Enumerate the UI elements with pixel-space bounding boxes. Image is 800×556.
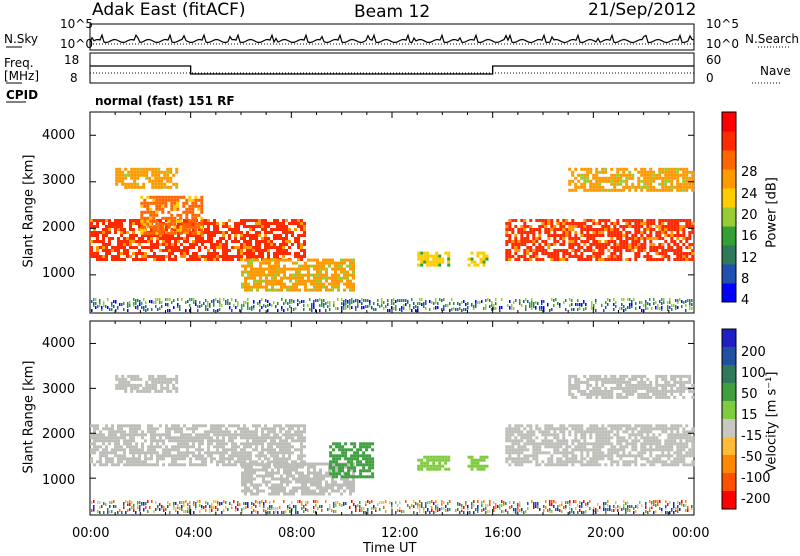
vel-ytick-4000: 4000 (42, 337, 75, 350)
xtick-0000: 00:00 (72, 527, 109, 540)
velocity-colorbar-segment (722, 419, 736, 438)
cpid-text: normal (fast) 151 RF (95, 95, 235, 107)
nsky-tick-bottom-left: 10^0 (60, 38, 93, 50)
vel-cb-tick-100: 100 (741, 367, 766, 380)
velocity-colorbar-segment (722, 473, 736, 492)
xtick-2400: 00:00 (672, 527, 709, 540)
freq-label: Freq. (4, 57, 34, 69)
power-colorbar-segment (722, 226, 736, 246)
date-label: 21/Sep/2012 (588, 2, 696, 19)
power-colorbar-segment (722, 283, 736, 303)
power-cb-tick-28: 28 (741, 166, 758, 179)
velocity-ylabel: Slant Range [km] (23, 364, 36, 474)
xtick-1200: 12:00 (381, 527, 418, 540)
nave-tick-0: 0 (706, 72, 714, 84)
power-cb-tick-16: 16 (741, 230, 758, 243)
power-cb-tick-20: 20 (741, 209, 758, 222)
vel-cb-tick-neg200: -200 (741, 493, 771, 506)
xtick-2000: 20:00 (587, 527, 624, 540)
vel-ytick-3000: 3000 (42, 383, 75, 396)
x-axis-label: Time UT (363, 542, 416, 555)
freq-panel-frame (90, 53, 694, 83)
xtick-0800: 08:00 (278, 527, 315, 540)
station-title: Adak East (fitACF) (92, 2, 246, 19)
power-colorbar-segment (722, 150, 736, 170)
power-colorbar-segment (722, 264, 736, 284)
vel-cb-tick-200: 200 (741, 346, 766, 359)
velocity-colorbar-segment (722, 401, 736, 420)
power-ylabel: Slant Range [km] (23, 158, 36, 268)
power-colorbar-segment (722, 112, 736, 132)
nsearch-label: N.Search (745, 33, 799, 45)
power-cb-tick-8: 8 (741, 273, 749, 286)
nsky-tick-bottom-right: 10^0 (706, 38, 739, 50)
vel-cb-tick-50: 50 (741, 388, 758, 401)
power-cb-tick-4: 4 (741, 294, 749, 307)
vel-ytick-1000: 1000 (42, 474, 75, 487)
velocity-panel-frame (90, 321, 694, 515)
velocity-colorbar-segment (722, 455, 736, 474)
nave-tick-60: 60 (706, 54, 721, 66)
power-colorbar-segment (722, 131, 736, 151)
power-ytick-2000: 2000 (42, 221, 75, 234)
power-ytick-1000: 1000 (42, 267, 75, 280)
velocity-colorbar-segment (722, 383, 736, 402)
velocity-colorbar-segment (722, 365, 736, 384)
xtick-1600: 16:00 (484, 527, 521, 540)
velocity-colorbar-segment (722, 347, 736, 366)
freq-unit-label: [MHz] (4, 70, 39, 82)
nsky-tick-top-left: 10^5 (60, 18, 93, 30)
xtick-0400: 04:00 (175, 527, 212, 540)
freq-tick-8: 8 (70, 72, 78, 84)
nsky-tick-top-right: 10^5 (706, 18, 739, 30)
power-ytick-3000: 3000 (42, 174, 75, 187)
power-colorbar-segment (722, 207, 736, 227)
vel-cb-tick-neg100: -100 (741, 472, 771, 485)
nsky-trace (90, 35, 694, 42)
velocity-colorbar-segment (722, 437, 736, 456)
nsky-panel-frame (90, 24, 694, 50)
power-colorbar-segment (722, 245, 736, 265)
power-cb-tick-12: 12 (741, 252, 758, 265)
vel-cb-tick-neg15: -15 (741, 430, 762, 443)
cpid-label: CPID (6, 89, 38, 101)
vel-ytick-2000: 2000 (42, 428, 75, 441)
power-colorbar-segment (722, 188, 736, 208)
power-colorbar-label: Power [dB] (766, 168, 779, 258)
vel-cb-tick-neg50: -50 (741, 451, 762, 464)
power-ytick-4000: 4000 (42, 129, 75, 142)
velocity-colorbar-segment (722, 491, 736, 510)
velocity-colorbar-segment (722, 329, 736, 348)
power-panel-frame (90, 112, 694, 313)
nave-label: Nave (760, 65, 791, 77)
nsky-label: N.Sky (4, 33, 38, 45)
beam-label: Beam 12 (354, 4, 430, 21)
vel-cb-tick-15: 15 (741, 409, 758, 422)
power-cb-tick-24: 24 (741, 188, 758, 201)
velocity-colorbar-label: Velocity [m s⁻¹] (766, 373, 779, 473)
power-colorbar-segment (722, 169, 736, 189)
freq-tick-18: 18 (64, 54, 79, 66)
